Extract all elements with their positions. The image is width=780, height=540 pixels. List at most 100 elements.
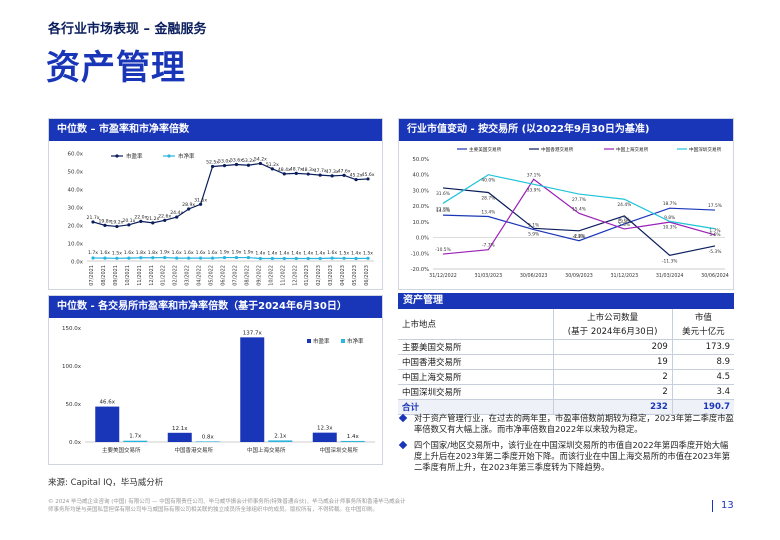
table-total-row: 合计 232 190.7 bbox=[398, 399, 734, 415]
exchange-multiples-title: 中位数 - 各交易所市盈率和市净率倍数（基于2024年6月30日） bbox=[49, 296, 382, 318]
x-tick-label: 10/2021 bbox=[125, 265, 131, 286]
total-name: 合计 bbox=[398, 399, 553, 415]
data-label: 1.7% bbox=[709, 228, 720, 234]
y-tick-label: 10.0x bbox=[67, 242, 83, 248]
x-tick-label: 02/2022 bbox=[173, 265, 179, 286]
series-line bbox=[442, 174, 716, 230]
legend-pb-label: 市净率 bbox=[347, 337, 364, 345]
data-point bbox=[91, 256, 95, 260]
data-label: 47.7x bbox=[314, 168, 327, 174]
pe-pb-trend-panel: 中位数 – 市盈率和市净率倍数 0.0x 10.0x 20.0x 30.0x 40.0x… bbox=[48, 118, 383, 290]
data-label: 28.7% bbox=[481, 195, 495, 201]
data-label: 48.4x bbox=[278, 167, 291, 173]
row-mcap: 8.9 bbox=[671, 354, 734, 370]
legend-pb-marker bbox=[167, 154, 171, 158]
data-label: 1.9x bbox=[243, 250, 253, 256]
data-label: 18.7% bbox=[663, 201, 677, 207]
y-tick-label: 100.0x bbox=[62, 364, 82, 370]
data-point bbox=[258, 256, 262, 261]
data-label: 31.5x bbox=[194, 197, 207, 203]
x-tick-label: 01/2023 bbox=[304, 265, 310, 286]
data-label: 14.3% bbox=[436, 208, 450, 214]
data-label: 48.3x bbox=[302, 167, 315, 173]
data-point bbox=[294, 256, 298, 261]
row-count: 2 bbox=[552, 369, 673, 385]
y-tick-label: 10.0% bbox=[413, 220, 430, 226]
legend-label: 中国香港交易所 bbox=[541, 146, 574, 153]
header-mcap-1: 市值 bbox=[671, 309, 734, 324]
table-row: 中国深圳交易所 2 3.4 bbox=[398, 384, 734, 400]
page-number: 13 bbox=[712, 500, 734, 512]
data-label: 52.5x bbox=[206, 160, 219, 166]
bar bbox=[95, 406, 120, 442]
data-label: 1.4x bbox=[255, 250, 265, 256]
x-tick-label: 11/2022 bbox=[280, 265, 286, 286]
data-label: 1.6x bbox=[100, 250, 110, 256]
mcap-change-title: 行业市值变动 - 按交易所 (以2022年9月30日为基准) bbox=[399, 119, 733, 141]
data-label: 10.3% bbox=[663, 224, 677, 230]
data-point bbox=[210, 256, 215, 260]
legend-pb-swatch bbox=[341, 339, 345, 343]
data-label: 24.4% bbox=[617, 202, 631, 208]
bullet-item: 对于资产管理行业，在过去的两年里，市盈率倍数前期较为稳定，2023年第二季度市盈… bbox=[398, 413, 734, 435]
data-label: 54.2x bbox=[254, 156, 267, 162]
bullet-text: 四个国家/地区交易所中，该行业在中国深圳交易所的市值自2022年第四季度开始大幅… bbox=[414, 440, 731, 472]
x-tick-label: 01/2022 bbox=[161, 265, 167, 286]
data-label: 1.5x bbox=[363, 250, 373, 256]
y-tick-label: 0.0% bbox=[416, 236, 429, 242]
header-count-2: (基于 2024年6月30日) bbox=[552, 324, 673, 340]
y-tick-label: 40.0% bbox=[413, 173, 430, 179]
data-label: 1.6x bbox=[208, 250, 218, 256]
data-label: 1.5x bbox=[112, 250, 122, 256]
y-tick-label: 40.0x bbox=[67, 188, 83, 194]
x-tick-label: 31/12/2022 bbox=[429, 273, 457, 279]
data-label: 1.6x bbox=[124, 250, 134, 256]
data-point bbox=[330, 256, 334, 260]
mcap-change-chart: -20.0% -10.0% 0.0% 10.0% 20.0% 30.0% 40.0% 50.0… bbox=[411, 146, 729, 279]
row-mcap: 173.9 bbox=[671, 339, 734, 355]
data-label: 1.4x bbox=[279, 250, 289, 256]
bar bbox=[167, 432, 192, 442]
data-label: -10.5% bbox=[435, 247, 451, 253]
x-tick-label: 中国上海交易所 bbox=[247, 446, 286, 454]
data-label: 0.8x bbox=[202, 434, 215, 440]
x-tick-label: 07/2021 bbox=[89, 265, 95, 286]
table-row: 主要美国交易所 209 173.9 bbox=[398, 339, 734, 355]
data-label: 12.1x bbox=[172, 426, 188, 432]
data-point bbox=[163, 218, 167, 222]
data-point bbox=[294, 171, 298, 175]
data-label: 27.7% bbox=[572, 197, 586, 203]
data-point bbox=[127, 256, 131, 260]
data-label: 19.2x bbox=[110, 219, 123, 225]
data-point bbox=[127, 223, 131, 227]
legend-pe-label: 市盈率 bbox=[126, 152, 143, 160]
bar bbox=[195, 441, 220, 442]
data-label: 5.5% bbox=[619, 222, 630, 228]
data-label: 24.4x bbox=[170, 210, 183, 216]
x-tick-label: 10/2022 bbox=[268, 265, 274, 286]
x-tick-label: 02/2023 bbox=[316, 265, 322, 286]
mcap-change-panel: 行业市值变动 - 按交易所 (以2022年9月30日为基准) -20.0% -10… bbox=[398, 118, 734, 290]
data-point bbox=[282, 256, 286, 261]
data-label: 137.7x bbox=[243, 330, 263, 336]
data-label: 19.8x bbox=[98, 218, 111, 224]
data-label: 1.8x bbox=[136, 250, 146, 256]
x-tick-label: 31/03/2024 bbox=[656, 273, 684, 279]
data-label: 22.6x bbox=[158, 213, 171, 219]
data-label: 28.9x bbox=[182, 202, 195, 208]
source-note: 来源: Capital IQ，毕马威分析 bbox=[48, 478, 164, 488]
footer-copyright: © 2024 毕马威企业咨询 (中国) 有限公司 — 中国有限责任公司、毕马威华… bbox=[48, 499, 406, 513]
diamond-bullet-icon bbox=[398, 413, 408, 423]
series-line bbox=[442, 207, 716, 242]
page-title: 资产管理 bbox=[46, 48, 186, 88]
data-label: 1.6x bbox=[184, 250, 194, 256]
data-point bbox=[187, 256, 191, 260]
header-count-1: 上市公司数量 bbox=[552, 309, 673, 324]
data-label: 1.9x bbox=[231, 250, 241, 256]
x-tick-label: 12/2022 bbox=[292, 265, 298, 286]
x-tick-label: 03/2022 bbox=[185, 265, 191, 286]
x-tick-label: 04/2022 bbox=[197, 265, 203, 286]
data-label: 21.2x bbox=[146, 216, 159, 222]
series-line bbox=[442, 187, 716, 256]
x-tick-label: 09/2021 bbox=[113, 265, 119, 286]
